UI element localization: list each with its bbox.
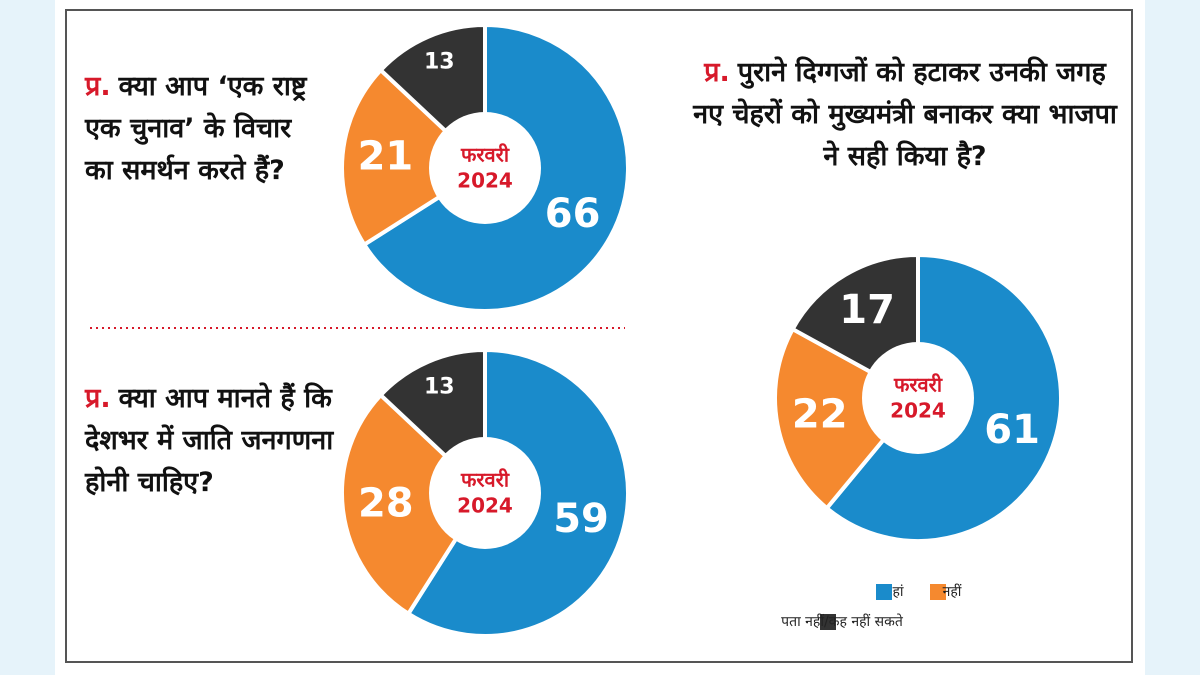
center-disc: [429, 112, 541, 224]
center-disc: [862, 342, 974, 454]
legend-swatch: [876, 584, 892, 600]
center-label: फरवरी: [460, 468, 510, 492]
center-label: फरवरी: [460, 143, 510, 167]
legend-label: नहीं: [943, 583, 962, 600]
value-label: 28: [358, 481, 414, 527]
question-text: क्या आप मानते हैं कि देशभर में जाति जनगण…: [85, 383, 334, 498]
value-label: 13: [424, 49, 455, 74]
value-label: 21: [358, 134, 414, 180]
question: प्र. क्या आप ‘एक राष्ट्र एक चुनाव’ के विच…: [85, 66, 325, 192]
value-label: 13: [424, 374, 455, 399]
center-disc: [429, 437, 541, 549]
value-label: 22: [792, 392, 848, 438]
center-label: 2024: [890, 399, 946, 423]
question: प्र. पुराने दिग्गजों को हटाकर उनकी जगह नए…: [690, 52, 1120, 178]
legend-swatch: [820, 614, 836, 630]
center-label: फरवरी: [893, 373, 943, 397]
legend-swatch: [930, 584, 946, 600]
question-marker: प्र.: [85, 383, 111, 414]
value-label: 17: [839, 287, 895, 333]
question-text: क्या आप ‘एक राष्ट्र एक चुनाव’ के विचार क…: [85, 71, 307, 186]
legend-label: पता नहीं/कह नहीं सकते: [781, 613, 904, 630]
question-text: पुराने दिग्गजों को हटाकर उनकी जगह नए चेह…: [693, 57, 1117, 172]
question-marker: प्र.: [704, 57, 730, 88]
question: प्र. क्या आप मानते हैं कि देशभर में जाति …: [85, 378, 355, 504]
question-marker: प्र.: [85, 71, 111, 102]
frame: [65, 9, 1133, 663]
center-label: 2024: [457, 169, 513, 193]
legend-label: हां: [892, 584, 903, 600]
value-label: 66: [545, 191, 601, 237]
center-label: 2024: [457, 494, 513, 518]
value-label: 61: [984, 407, 1040, 453]
value-label: 59: [553, 496, 609, 542]
